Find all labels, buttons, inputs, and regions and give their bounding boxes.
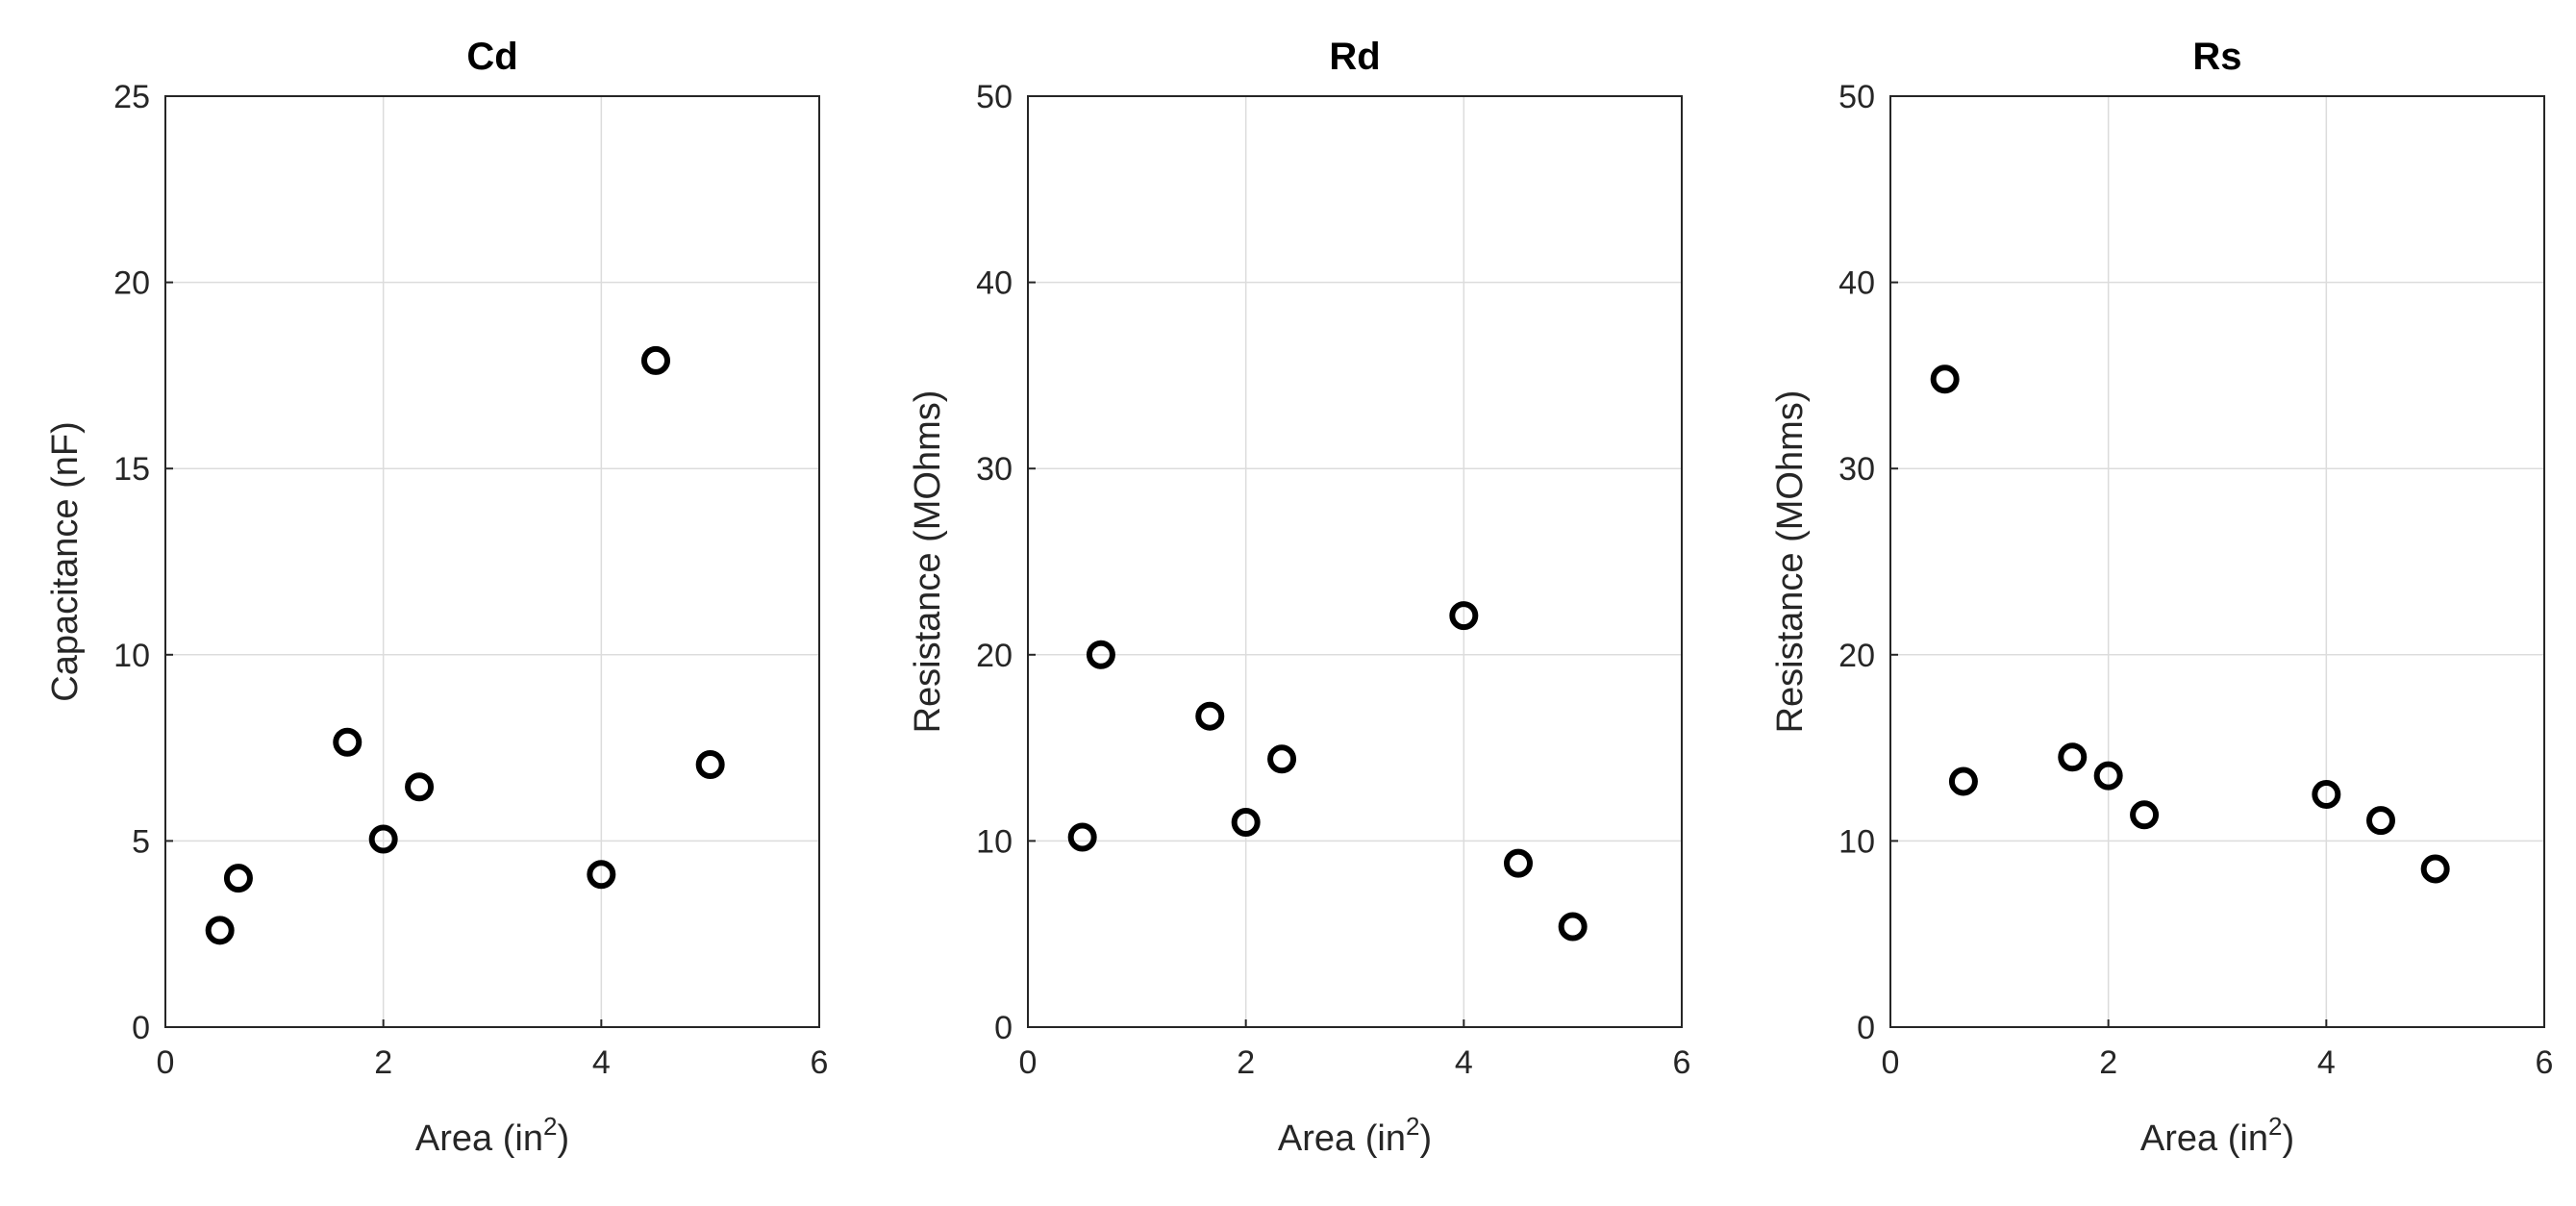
y-tick-label: 20 [976, 638, 1013, 674]
y-tick-label: 25 [113, 79, 150, 115]
x-axis-label-superscript: 2 [1406, 1112, 1419, 1141]
data-point [1195, 701, 1225, 731]
plot-frame [164, 95, 820, 1028]
y-tick-label: 40 [976, 265, 1013, 302]
x-tick-label: 0 [1019, 1044, 1038, 1081]
y-tick-label: 0 [1857, 1010, 1875, 1046]
chart-title: Rd [1329, 36, 1380, 78]
y-tick-label: 30 [976, 451, 1013, 488]
y-axis-label: Resistance (MOhms) [1770, 390, 1811, 734]
x-tick-label: 0 [157, 1044, 175, 1081]
data-point [1558, 912, 1588, 942]
data-point [1267, 744, 1297, 774]
x-axis-label-text: Area (in [2140, 1118, 2268, 1159]
y-tick-label: 15 [113, 451, 150, 488]
x-tick-label: 6 [811, 1044, 829, 1081]
data-point [333, 727, 363, 757]
x-axis-label-superscript: 2 [543, 1112, 557, 1141]
x-tick-label: 4 [1455, 1044, 1473, 1081]
y-tick-label: 40 [1838, 265, 1875, 302]
y-tick-label: 5 [132, 823, 150, 860]
x-tick-label: 4 [2317, 1044, 2336, 1081]
data-point [1067, 822, 1097, 852]
data-point [587, 860, 616, 890]
x-axis-label: Area (in2) [415, 1112, 569, 1159]
x-axis-label: Area (in2) [2140, 1112, 2294, 1159]
x-tick-label: 4 [592, 1044, 611, 1081]
y-axis-label: Capacitance (nF) [45, 421, 86, 701]
x-tick-label: 6 [1673, 1044, 1691, 1081]
x-axis-label-text: Area (in [415, 1118, 543, 1159]
y-axis-label: Resistance (MOhms) [908, 390, 948, 734]
data-point [1231, 808, 1261, 838]
data-point [695, 750, 725, 780]
x-tick-label: 2 [374, 1044, 392, 1081]
data-point [2058, 742, 2088, 772]
y-tick-label: 10 [1838, 823, 1875, 860]
y-tick-label: 0 [132, 1010, 150, 1046]
data-point [2312, 780, 2341, 809]
data-point [2130, 800, 2160, 830]
data-point [641, 345, 670, 375]
x-axis-label: Area (in2) [1278, 1112, 1432, 1159]
y-tick-label: 50 [1838, 79, 1875, 115]
data-point [368, 824, 398, 854]
data-point [1930, 364, 1960, 394]
plot-frame [1889, 95, 2545, 1028]
data-point [2093, 761, 2123, 791]
plot-frame [1027, 95, 1683, 1028]
y-tick-label: 20 [113, 265, 150, 302]
y-tick-label: 30 [1838, 451, 1875, 488]
x-axis-label-end: ) [1419, 1118, 1432, 1159]
data-point [2420, 854, 2450, 884]
data-point [1086, 640, 1115, 669]
y-tick-label: 50 [976, 79, 1013, 115]
x-tick-label: 0 [1882, 1044, 1900, 1081]
x-axis-label-text: Area (in [1278, 1118, 1406, 1159]
y-tick-label: 10 [113, 638, 150, 674]
x-tick-label: 2 [2099, 1044, 2117, 1081]
data-point [1948, 766, 1978, 796]
y-tick-label: 10 [976, 823, 1013, 860]
data-point [205, 916, 235, 945]
chart-title: Cd [466, 36, 517, 78]
x-axis-label-end: ) [2282, 1118, 2294, 1159]
x-axis-label-superscript: 2 [2268, 1112, 2282, 1141]
x-tick-label: 2 [1237, 1044, 1255, 1081]
x-axis-label-end: ) [557, 1118, 569, 1159]
data-point [223, 864, 253, 893]
x-tick-label: 6 [2536, 1044, 2554, 1081]
y-tick-label: 20 [1838, 638, 1875, 674]
data-point [1504, 848, 1533, 878]
chart-title: Rs [2192, 36, 2241, 78]
y-tick-label: 0 [994, 1010, 1013, 1046]
data-point [1449, 601, 1479, 631]
data-point [405, 772, 435, 802]
data-point [2366, 806, 2395, 836]
